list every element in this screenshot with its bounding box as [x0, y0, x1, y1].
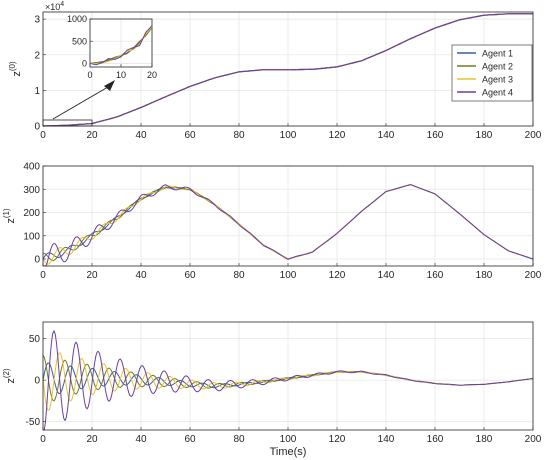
panel3-series-line-4 — [43, 330, 534, 431]
y-exponent-power: 4 — [60, 1, 64, 8]
x-tick-label: 200 — [525, 130, 542, 141]
y-tick-label: 0 — [34, 255, 40, 266]
y-tick-label: 3 — [34, 15, 40, 26]
y-axis-label: z(1) — [2, 208, 17, 224]
x-tick-label: 20 — [147, 70, 157, 80]
x-tick-label: 20 — [86, 130, 98, 141]
x-tick-label: 40 — [135, 434, 147, 445]
x-tick-label: 0 — [40, 130, 46, 141]
x-tick-label: 100 — [280, 270, 297, 281]
x-tick-label: 80 — [233, 270, 245, 281]
y-tick-label: 0 — [34, 376, 40, 387]
y-axis-label-main: z — [5, 378, 17, 384]
x-tick-label: 160 — [427, 130, 444, 141]
x-tick-label: 180 — [476, 130, 493, 141]
y-exponent-label: ×104 — [45, 1, 64, 12]
x-tick-label: 180 — [476, 270, 493, 281]
y-tick-label: 100 — [23, 231, 40, 242]
y-axis-label-main: z — [11, 71, 23, 77]
x-tick-label: 60 — [184, 270, 196, 281]
x-tick-label: 0 — [40, 434, 46, 445]
legend-label-3: Agent 3 — [482, 75, 513, 85]
y-axis-label-superscript: (1) — [2, 208, 11, 218]
zoom-arrow-head — [104, 80, 115, 91]
y-tick-label: 300 — [23, 185, 40, 196]
x-tick-label: 100 — [280, 130, 297, 141]
axes-frame — [42, 321, 534, 431]
legend-label-2: Agent 2 — [482, 62, 513, 72]
y-tick-label: -50 — [26, 417, 41, 428]
y-axis-label-superscript: (2) — [2, 368, 11, 378]
y-tick-label: 50 — [29, 334, 41, 345]
x-tick-label: 80 — [233, 130, 245, 141]
z0-series-line-4 — [42, 13, 533, 127]
x-tick-label: 120 — [329, 130, 346, 141]
y-tick-label: 0 — [82, 59, 87, 69]
x-tick-label: 20 — [86, 270, 98, 281]
legend-label-4: Agent 4 — [482, 88, 513, 98]
y-tick-label: 500 — [72, 36, 87, 46]
x-tick-label: 200 — [525, 434, 542, 445]
x-tick-label: 0 — [40, 270, 46, 281]
inset-series-line-4 — [89, 25, 153, 66]
x-tick-label: 180 — [476, 434, 493, 445]
y-tick-label: 1 — [34, 86, 40, 97]
x-axis-label: Time(s) — [270, 446, 307, 458]
x-tick-label: 200 — [525, 270, 542, 281]
x-tick-label: 40 — [135, 270, 147, 281]
y-tick-label: 1000 — [67, 14, 87, 24]
y-tick-label: 200 — [23, 208, 40, 219]
axes-frame — [42, 165, 534, 267]
x-tick-label: 160 — [427, 270, 444, 281]
y-axis-label-superscript: (0) — [8, 61, 17, 71]
x-tick-label: 100 — [280, 434, 297, 445]
x-tick-label: 60 — [184, 130, 196, 141]
y-axis-label: z(2) — [2, 368, 17, 384]
y-tick-label: 400 — [23, 162, 40, 173]
axes-frame — [42, 11, 534, 127]
x-tick-label: 0 — [87, 70, 92, 80]
y-exponent-base: ×10 — [45, 2, 60, 12]
zoom-arrow-line — [52, 86, 109, 120]
x-tick-label: 80 — [233, 434, 245, 445]
y-axis-label-main: z — [5, 218, 17, 224]
legend-label-1: Agent 1 — [482, 49, 513, 59]
axes-frame — [89, 18, 153, 68]
x-tick-label: 140 — [378, 434, 395, 445]
x-tick-label: 10 — [116, 70, 126, 80]
x-tick-label: 20 — [86, 434, 98, 445]
y-axis-label: z(0) — [8, 61, 23, 77]
series-lines-layer — [42, 13, 534, 431]
x-tick-label: 120 — [329, 434, 346, 445]
y-tick-label: 0 — [34, 122, 40, 133]
panel2-series-line-4 — [43, 184, 534, 267]
legend: Agent 1 Agent 2 Agent 3 Agent 4 — [451, 44, 533, 102]
x-tick-label: 40 — [135, 130, 147, 141]
zoom-region-box — [42, 119, 93, 127]
x-tick-label: 120 — [329, 270, 346, 281]
y-tick-label: 2 — [34, 50, 40, 61]
x-tick-label: 140 — [378, 270, 395, 281]
inset-layer: 0 10 20 0 500 1000 — [67, 14, 157, 80]
axes-layer: 0 20 40 60 80 100 120 140 160 180 2000123z(0)×1040… — [2, 1, 542, 445]
x-tick-label: 160 — [427, 434, 444, 445]
x-tick-label: 140 — [378, 130, 395, 141]
x-tick-label: 60 — [184, 434, 196, 445]
